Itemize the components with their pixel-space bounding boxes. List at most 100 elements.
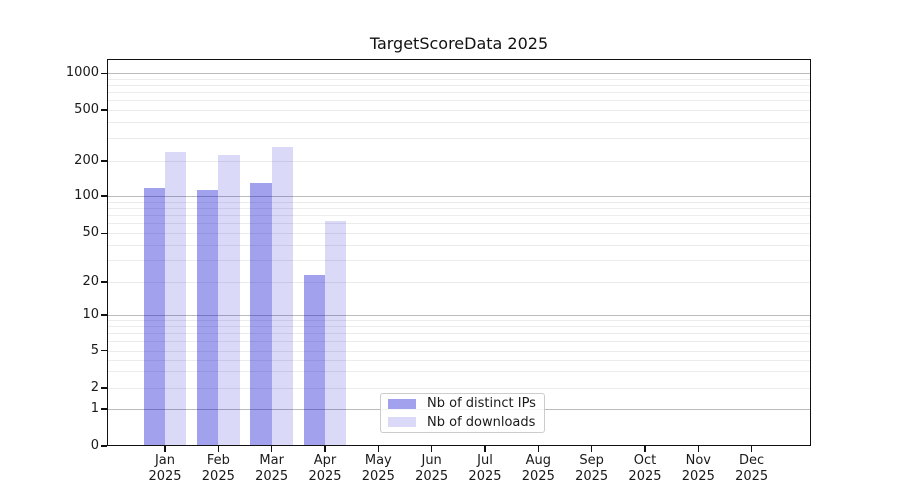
y-tick [101,445,107,447]
chart-title: TargetScoreData 2025 [369,34,549,53]
x-tick-label-month: Jun [421,453,442,468]
y-tick-label: 500 [74,102,99,117]
legend-swatch-downloads [388,417,416,428]
y-gridline-minor [107,208,811,209]
y-gridline-minor [107,201,811,203]
legend-item: Nb of downloads [381,413,544,431]
bar-nb-of-distinct-ips [250,182,272,446]
x-tick-label-year: 2025 [575,469,609,484]
y-tick-label: 200 [74,153,99,168]
y-gridline-minor [107,92,811,94]
x-tick-label: Oct 2025 [613,453,677,485]
x-tick-label-month: Sep [579,453,604,468]
x-tick-label: Dec 2025 [720,453,784,485]
y-gridline-minor [107,122,811,124]
bar-nb-of-distinct-ips [303,274,325,446]
x-tick-label: Aug 2025 [506,453,570,485]
x-tick-label: Jun 2025 [400,453,464,485]
x-tick-label-year: 2025 [148,469,182,484]
y-gridline-minor [107,326,811,328]
x-tick [217,446,220,452]
y-tick-label: 5 [90,342,99,358]
y-gridline-minor [107,371,811,373]
y-gridline-minor [107,320,811,322]
y-tick-label: 1 [90,401,99,416]
x-tick-label-month: Oct [633,453,657,468]
y-gridline-minor [107,110,811,111]
x-tick-label-year: 2025 [468,469,502,484]
y-tick [101,387,107,389]
x-tick-label: Apr 2025 [293,453,357,485]
x-tick-label-year: 2025 [361,469,395,484]
x-tick-label-month: May [364,453,392,468]
y-tick-label: 20 [82,274,99,289]
x-tick [750,446,753,452]
x-tick-label: Sep 2025 [560,453,624,485]
y-tick [101,109,107,111]
x-tick [537,446,539,452]
x-tick-label-year: 2025 [735,469,769,484]
y-gridline-minor [107,233,811,235]
bar-nb-of-downloads [271,146,293,446]
y-gridline-minor [107,100,811,102]
legend-swatch-distinct-ips [388,398,416,409]
y-gridline-minor [107,215,811,217]
x-tick [270,446,273,452]
y-tick [101,314,107,316]
x-tick-label: Jan 2025 [133,453,197,485]
x-tick-label: Jul 2025 [453,453,517,485]
x-tick-label: May 2025 [346,453,410,485]
y-gridline-minor [107,333,811,335]
legend-label: Nb of distinct IPs [427,396,536,412]
y-tick [101,281,107,283]
x-tick-label: Feb 2025 [186,453,250,485]
x-tick-label-month: Aug [525,453,551,468]
y-gridline-minor [107,341,811,343]
bar-nb-of-downloads [165,151,187,446]
y-gridline-major [107,73,811,75]
x-tick-label-year: 2025 [521,469,555,484]
x-tick-label-year: 2025 [255,469,289,484]
bar-nb-of-distinct-ips [197,190,219,446]
y-tick-label: 10 [82,307,99,322]
x-tick-label-month: Feb [206,453,230,468]
x-tick [164,446,166,452]
y-gridline-minor [107,161,811,162]
y-gridline-major [107,196,811,197]
y-gridline-minor [107,245,811,247]
x-tick-label: Nov 2025 [666,453,730,485]
x-tick-label-month: Apr [313,453,337,468]
y-tick-label: 0 [90,438,99,453]
x-tick-label-year: 2025 [308,469,342,484]
y-tick [101,72,107,74]
y-gridline-minor [107,350,811,352]
x-tick-label-year: 2025 [681,469,715,484]
y-gridline-minor [107,138,811,140]
x-tick-label-month: Mar [259,453,284,468]
x-tick [484,446,486,452]
x-tick-label-year: 2025 [201,469,235,484]
legend-label: Nb of downloads [427,414,536,430]
y-gridline-minor [107,359,811,361]
y-tick-label: 1000 [65,65,99,81]
y-gridline-major [107,315,811,316]
y-gridline-minor [107,388,811,389]
x-tick [590,446,593,452]
y-gridline-minor [107,260,811,262]
x-tick-label-month: Dec [739,453,765,468]
bar-nb-of-distinct-ips [143,187,165,446]
x-tick-label: Mar 2025 [240,453,304,485]
y-tick-label: 2 [90,380,99,395]
plot-area [107,59,811,446]
x-tick-label-year: 2025 [628,469,662,484]
y-gridline-minor [107,282,811,283]
x-tick-label-month: Jan [154,453,176,468]
y-gridline-minor [107,85,811,87]
x-tick [324,446,326,452]
y-tick [101,195,107,197]
legend-item: Nb of distinct IPs [381,395,544,413]
y-gridline-minor [107,78,811,80]
y-tick [101,160,107,162]
x-tick-label-month: Jul [477,453,493,468]
x-tick [430,446,433,452]
